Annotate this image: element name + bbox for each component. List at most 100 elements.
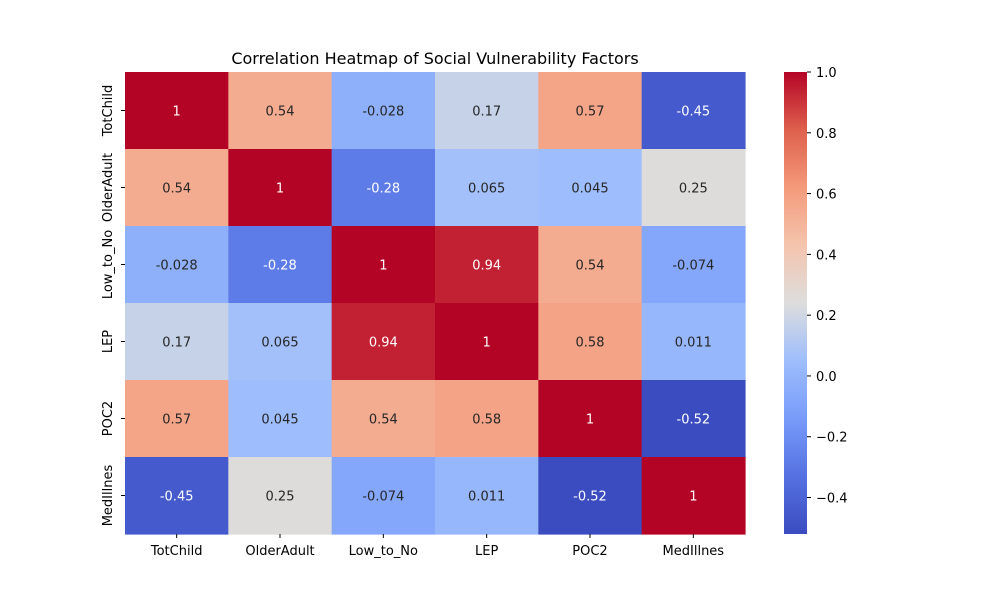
heatmap-cell (125, 72, 229, 150)
heatmap-cell (228, 149, 333, 227)
heatmap-cell (435, 380, 539, 458)
x-tick-label: MedIllnes (663, 544, 725, 559)
cell-annotation: 0.58 (472, 413, 501, 428)
heatmap-cell (125, 226, 229, 304)
heatmap-cell (331, 380, 436, 458)
cell-annotation: -0.28 (263, 259, 297, 274)
y-tick-label: Low_to_No (101, 230, 116, 299)
cell-annotation: 1 (276, 182, 284, 197)
cell-annotation: 0.94 (472, 259, 501, 274)
heatmap-cell (435, 457, 539, 535)
x-tick-label: LEP (475, 544, 498, 559)
heatmap-cell (228, 380, 333, 458)
cell-annotation: 0.17 (162, 336, 191, 351)
x-tick-label: POC2 (572, 544, 607, 559)
cell-annotation: 0.011 (468, 490, 505, 505)
cell-annotation: 0.58 (576, 336, 605, 351)
heatmap-cell (125, 380, 229, 458)
colorbar-tick-label: 0.2 (816, 309, 837, 324)
colorbar-tick-label: −0.2 (816, 431, 848, 446)
cell-annotation: 1 (379, 259, 387, 274)
cell-annotation: 0.57 (576, 105, 605, 120)
heatmap-cell (641, 380, 746, 458)
heatmap-cell (641, 149, 746, 227)
heatmap-cell (538, 149, 643, 227)
heatmap-cell (435, 72, 539, 150)
chart-title: Correlation Heatmap of Social Vulnerabil… (231, 49, 638, 68)
heatmap-cell (435, 226, 539, 304)
cell-annotation: -0.45 (677, 105, 711, 120)
cell-annotation: 1 (689, 490, 697, 505)
heatmap-cell (331, 149, 436, 227)
cell-annotation: 0.54 (266, 105, 295, 120)
heatmap-cell (641, 226, 746, 304)
heatmap-cell (641, 303, 746, 381)
cell-annotation: 0.54 (369, 413, 398, 428)
heatmap-cells (125, 72, 746, 535)
heatmap-cell (125, 149, 229, 227)
y-tick-label: MedIllnes (101, 465, 116, 527)
heatmap-cell (538, 303, 643, 381)
heatmap-cell (331, 72, 436, 150)
cell-annotation: -0.028 (362, 105, 404, 120)
colorbar: 1.0 0.8 0.6 0.4 0.2 0.0 −0.2 −0.4 (784, 66, 848, 534)
y-tick-label: TotChild (101, 85, 116, 138)
heatmap-annotations: 1 0.54 -0.028 0.17 0.57 -0.45 0.54 1 -0.28 0.065 0… (156, 105, 715, 505)
colorbar-tick-label: 0.8 (816, 127, 837, 142)
cell-annotation: 0.54 (576, 259, 605, 274)
cell-annotation: -0.074 (672, 259, 714, 274)
cell-annotation: 1 (586, 413, 594, 428)
x-axis: TotChild OlderAdult Low_to_No LEP POC2 MedIll… (150, 534, 724, 559)
cell-annotation: 0.54 (162, 182, 191, 197)
x-tick-label: TotChild (150, 544, 203, 559)
cell-annotation: -0.45 (160, 490, 194, 505)
cell-annotation: 0.25 (679, 182, 708, 197)
cell-annotation: 0.045 (261, 413, 298, 428)
cell-annotation: -0.52 (573, 490, 607, 505)
y-tick-label: LEP (101, 330, 116, 353)
cell-annotation: 0.065 (468, 182, 505, 197)
heatmap-cell (228, 303, 333, 381)
y-axis: TotChild OlderAdult Low_to_No LEP POC2 MedIll… (101, 85, 125, 527)
heatmap-cell (435, 149, 539, 227)
heatmap-cell (538, 72, 643, 150)
heatmap-cell (228, 457, 333, 535)
heatmap-cell (228, 226, 333, 304)
heatmap-cell (538, 380, 643, 458)
heatmap-cell (331, 226, 436, 304)
heatmap-cell (331, 457, 436, 535)
colorbar-tick-label: 0.4 (816, 248, 837, 263)
x-tick-label: OlderAdult (245, 544, 314, 559)
y-tick-label: OlderAdult (101, 153, 116, 222)
cell-annotation: 0.25 (266, 490, 295, 505)
cell-annotation: 0.57 (162, 413, 191, 428)
heatmap-cell (538, 457, 643, 535)
cell-annotation: 1 (173, 105, 181, 120)
heatmap-cell (538, 226, 643, 304)
colorbar-tick-label: 1.0 (816, 66, 837, 81)
cell-annotation: 0.17 (472, 105, 501, 120)
colorbar-tick-label: 0.0 (816, 370, 837, 385)
y-tick-label: POC2 (101, 401, 116, 436)
cell-annotation: -0.28 (367, 182, 401, 197)
heatmap-cell (435, 303, 539, 381)
colorbar-scale (784, 72, 807, 534)
heatmap-cell (331, 303, 436, 381)
heatmap-cell (641, 72, 746, 150)
heatmap-cell (228, 72, 333, 150)
cell-annotation: -0.074 (362, 490, 404, 505)
x-tick-label: Low_to_No (349, 544, 418, 559)
colorbar-tick-label: 0.6 (816, 188, 837, 203)
cell-annotation: 0.065 (261, 336, 298, 351)
heatmap-cell (641, 457, 746, 535)
cell-annotation: 0.94 (369, 336, 398, 351)
cell-annotation: 1 (483, 336, 491, 351)
cell-annotation: 0.045 (571, 182, 608, 197)
heatmap-cell (125, 457, 229, 535)
cell-annotation: -0.028 (156, 259, 198, 274)
cell-annotation: 0.011 (675, 336, 712, 351)
heatmap-cell (125, 303, 229, 381)
cell-annotation: -0.52 (677, 413, 711, 428)
colorbar-tick-label: −0.4 (816, 492, 848, 507)
